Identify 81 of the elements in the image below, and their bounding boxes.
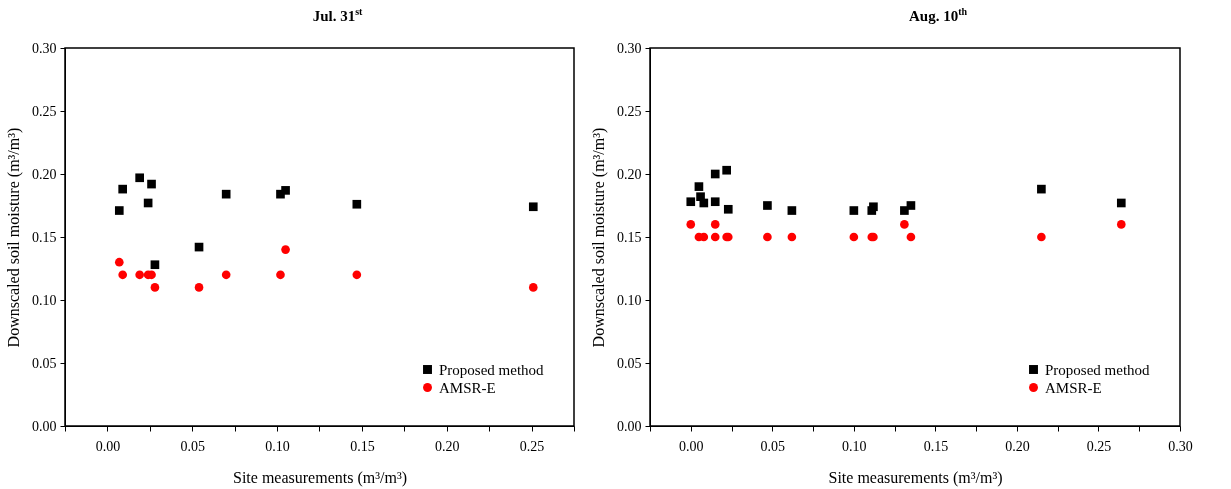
chart-title: Jul. 31$^{st}$: [311, 6, 364, 25]
y-tick-label: 0.05: [32, 355, 57, 371]
point: [528, 202, 538, 212]
y-tick-label: 0.15: [617, 229, 642, 245]
point: [723, 204, 733, 214]
point: [694, 182, 704, 191]
y-tick-label: 0.15: [32, 229, 57, 245]
y-tick-label: 0.05: [617, 355, 642, 371]
legend-label: AMSR-E: [1045, 379, 1102, 396]
x-tick-label: 0.10: [265, 438, 290, 454]
point: [221, 189, 231, 199]
y-tick-label: 0.25: [617, 103, 642, 119]
x-tick-label: 0.25: [519, 438, 545, 454]
point: [221, 270, 231, 280]
point: [710, 232, 720, 242]
y-tick-label: 0.00: [32, 418, 57, 434]
point: [763, 232, 772, 242]
x-tick-label: 0.05: [760, 438, 786, 454]
point: [135, 270, 144, 280]
x-tick-label: 0.15: [350, 438, 375, 454]
point: [528, 283, 538, 292]
x-tick-label: 0.05: [180, 438, 205, 454]
x-tick-label: 0.25: [1086, 438, 1112, 454]
point: [722, 165, 731, 175]
point: [906, 201, 916, 210]
point: [699, 198, 709, 208]
point: [763, 201, 772, 210]
point: [150, 283, 160, 292]
point: [710, 169, 720, 179]
chart-title: Aug. 10$^{th}$: [907, 6, 969, 25]
point: [118, 184, 128, 194]
x-tick-label: 0.20: [1005, 438, 1030, 454]
point: [114, 206, 124, 215]
point: [352, 199, 362, 209]
x-tick-label: 0.10: [842, 438, 867, 454]
point: [900, 220, 909, 229]
x-tick-label: 0.15: [923, 438, 949, 454]
point: [194, 283, 204, 292]
y-tick-label: 0.30: [617, 40, 642, 56]
point: [710, 220, 720, 229]
point: [281, 186, 290, 195]
y-axis-title: Downscaled soil moisture (m³/m³): [590, 127, 608, 348]
x-axis-title: Site measurements (m³/m³): [828, 468, 1003, 487]
y-tick-label: 0.20: [32, 166, 57, 182]
y-axis-title: Downscaled soil moisture (m³/m³): [5, 127, 23, 348]
point: [281, 245, 290, 254]
x-tick-label: 0.00: [679, 438, 704, 454]
point: [900, 206, 909, 215]
y-tick-label: 0.25: [32, 103, 57, 119]
point: [686, 220, 696, 229]
point: [787, 206, 797, 215]
y-tick-label: 0.10: [617, 292, 642, 308]
point: [906, 232, 916, 242]
point: [276, 270, 285, 280]
legend-label: Proposed method: [1045, 361, 1151, 378]
point: [114, 257, 124, 267]
y-tick-label: 0.20: [617, 166, 642, 182]
point: [1116, 198, 1126, 208]
point: [1037, 232, 1046, 242]
point: [849, 206, 859, 215]
legend-label: AMSR-E: [439, 379, 496, 396]
point: [710, 197, 720, 207]
point: [1037, 184, 1046, 194]
x-tick-label: 0.30: [1168, 438, 1193, 454]
y-tick-label: 0.30: [32, 40, 57, 56]
point: [1116, 220, 1126, 229]
y-tick-label: 0.10: [32, 292, 57, 308]
point: [352, 270, 362, 280]
point: [686, 197, 696, 207]
point: [135, 173, 144, 183]
x-tick-label: 0.20: [435, 438, 460, 454]
point: [118, 270, 128, 280]
point: [869, 202, 878, 212]
point: [849, 232, 859, 242]
x-tick-label: 0.00: [95, 438, 121, 454]
legend-label: Proposed method: [439, 361, 545, 378]
x-axis-title: Site measurements (m³/m³): [233, 468, 407, 487]
point: [150, 260, 160, 270]
point: [787, 232, 797, 242]
point: [147, 179, 156, 189]
y-tick-label: 0.00: [617, 418, 642, 434]
